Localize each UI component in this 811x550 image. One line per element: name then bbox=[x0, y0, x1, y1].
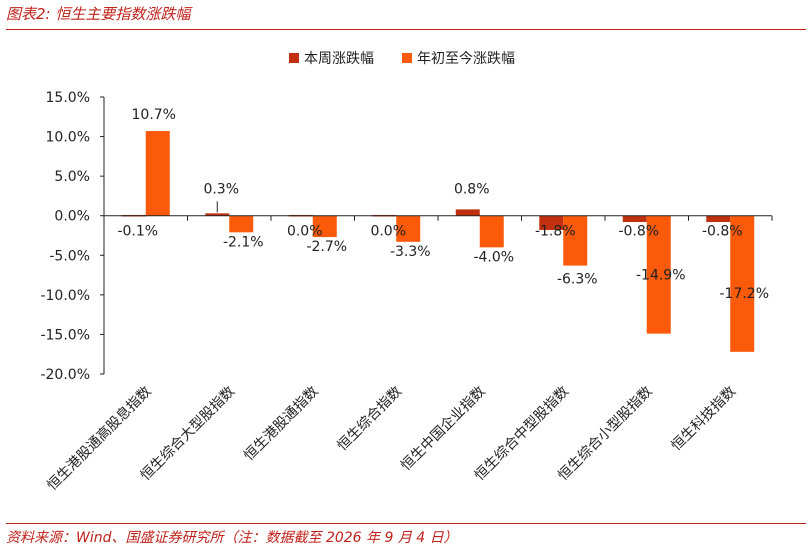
category-label: 恒生综合大型股指数 bbox=[138, 384, 238, 484]
source-rule bbox=[6, 523, 806, 524]
legend-swatch-ytd bbox=[402, 53, 412, 63]
data-label: -3.3% bbox=[390, 244, 431, 260]
data-label: -0.8% bbox=[618, 224, 659, 240]
bar bbox=[205, 213, 230, 216]
bar-chart: 本周涨跌幅 年初至今涨跌幅 15.0% 10.0% 5.0% 0.0% -5.0% -10… bbox=[40, 50, 773, 494]
data-label: -0.8% bbox=[702, 224, 743, 240]
bar bbox=[706, 215, 731, 223]
bar bbox=[539, 215, 564, 230]
data-label: -6.3% bbox=[557, 272, 598, 288]
y-tick-label: 5.0% bbox=[54, 169, 90, 185]
data-label: -4.0% bbox=[473, 249, 514, 265]
bar bbox=[622, 215, 647, 223]
y-tick-label: 0.0% bbox=[54, 209, 90, 225]
category-label: 恒生科技指数 bbox=[668, 384, 739, 455]
source-note: 资料来源：Wind、国盛证券研究所（注：数据截至 2026 年 9 月 4 日） bbox=[6, 530, 458, 546]
category-label: 恒生综合中型股指数 bbox=[472, 384, 572, 484]
legend-swatch-week bbox=[289, 53, 299, 63]
data-label: 0.8% bbox=[454, 181, 490, 197]
y-tick-label: -20.0% bbox=[40, 367, 90, 383]
bar bbox=[479, 215, 504, 248]
y-tick-label: 10.0% bbox=[46, 130, 90, 146]
bar bbox=[646, 215, 671, 334]
legend: 本周涨跌幅 年初至今涨跌幅 bbox=[289, 50, 515, 67]
bar bbox=[563, 215, 588, 266]
data-label: -17.2% bbox=[719, 286, 769, 302]
data-label: 0.0% bbox=[370, 224, 406, 240]
y-axis: 15.0% 10.0% 5.0% 0.0% -5.0% -10.0% -15.0% -20.0… bbox=[40, 90, 105, 383]
category-label: 恒生港股通指数 bbox=[241, 384, 322, 465]
y-tick-label: -15.0% bbox=[40, 327, 90, 343]
category-label: 恒生中国企业指数 bbox=[397, 383, 488, 474]
data-label: -2.7% bbox=[306, 239, 347, 255]
data-label: -2.1% bbox=[223, 234, 264, 250]
category-label: 恒生综合小型股指数 bbox=[555, 384, 655, 484]
y-tick-label: -10.0% bbox=[40, 288, 90, 304]
category-label: 恒生综合指数 bbox=[334, 384, 405, 455]
bar bbox=[145, 131, 170, 216]
data-label: 0.3% bbox=[203, 181, 239, 197]
title-rule bbox=[6, 29, 806, 30]
data-label: 10.7% bbox=[132, 107, 176, 123]
y-tick-label: -5.0% bbox=[49, 248, 90, 264]
data-label: -1.8% bbox=[535, 224, 576, 240]
bar bbox=[455, 209, 480, 216]
y-tick-label: 15.0% bbox=[46, 90, 90, 106]
x-axis bbox=[103, 215, 773, 221]
bar bbox=[730, 215, 755, 352]
bar bbox=[396, 215, 421, 242]
data-label: -0.1% bbox=[117, 224, 158, 240]
figure-title: 图表2: 恒生主要指数涨跌幅 bbox=[6, 5, 191, 23]
bar bbox=[312, 215, 337, 238]
bars bbox=[121, 131, 755, 352]
data-labels: -0.1%10.7%0.3%-2.1%0.0%-2.7%0.0%-3.3%0.8… bbox=[117, 107, 769, 302]
data-label: 0.0% bbox=[287, 224, 323, 240]
legend-label-week: 本周涨跌幅 bbox=[304, 51, 374, 67]
legend-label-ytd: 年初至今涨跌幅 bbox=[417, 50, 515, 67]
bar bbox=[229, 215, 254, 233]
data-label: -14.9% bbox=[636, 268, 686, 284]
category-label: 恒生港股通高股息指数 bbox=[44, 383, 155, 494]
